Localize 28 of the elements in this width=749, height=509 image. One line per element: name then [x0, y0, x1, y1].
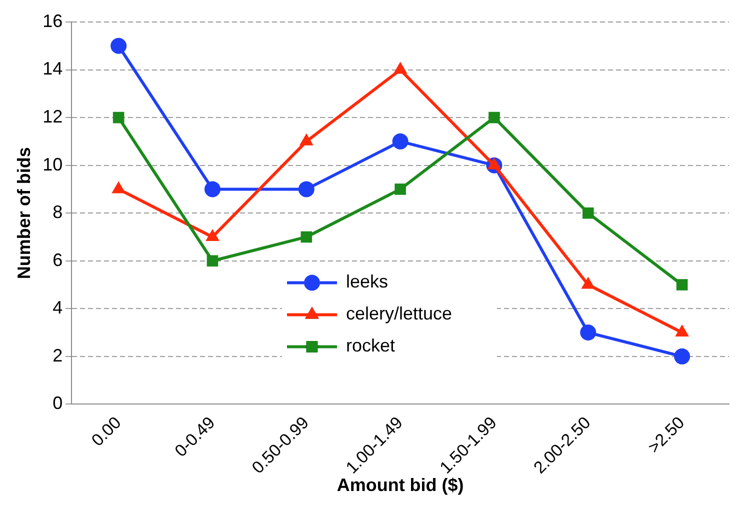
legend-label: leeks: [346, 272, 388, 292]
point: [110, 38, 127, 54]
y-tick-label: 14: [42, 58, 63, 79]
point: [300, 231, 312, 243]
point: [298, 181, 314, 198]
point: [582, 207, 594, 219]
point: [674, 348, 690, 364]
y-tick-label: 6: [52, 250, 63, 270]
y-tick-label: 2: [52, 345, 63, 366]
y-tick-label: 0: [52, 393, 63, 414]
point: [206, 255, 218, 267]
legend-label: celery/lettuce: [346, 304, 452, 324]
point: [580, 324, 596, 341]
x-tick-label: 0.00: [88, 413, 125, 450]
y-tick-label: 10: [42, 154, 63, 174]
point: [394, 184, 406, 195]
x-axis-title: Amount bid ($): [336, 475, 464, 496]
y-tick-label: 8: [52, 202, 63, 222]
point: [112, 112, 124, 124]
legend-label: rocket: [346, 336, 396, 356]
point: [488, 112, 500, 124]
y-axis-title: Number of bids: [14, 147, 34, 280]
y-tick-label: 16: [42, 10, 63, 31]
y-tick-label: 4: [52, 298, 63, 318]
point: [204, 181, 220, 198]
point: [392, 133, 408, 150]
point: [676, 279, 688, 290]
y-tick-label: 12: [42, 106, 63, 127]
